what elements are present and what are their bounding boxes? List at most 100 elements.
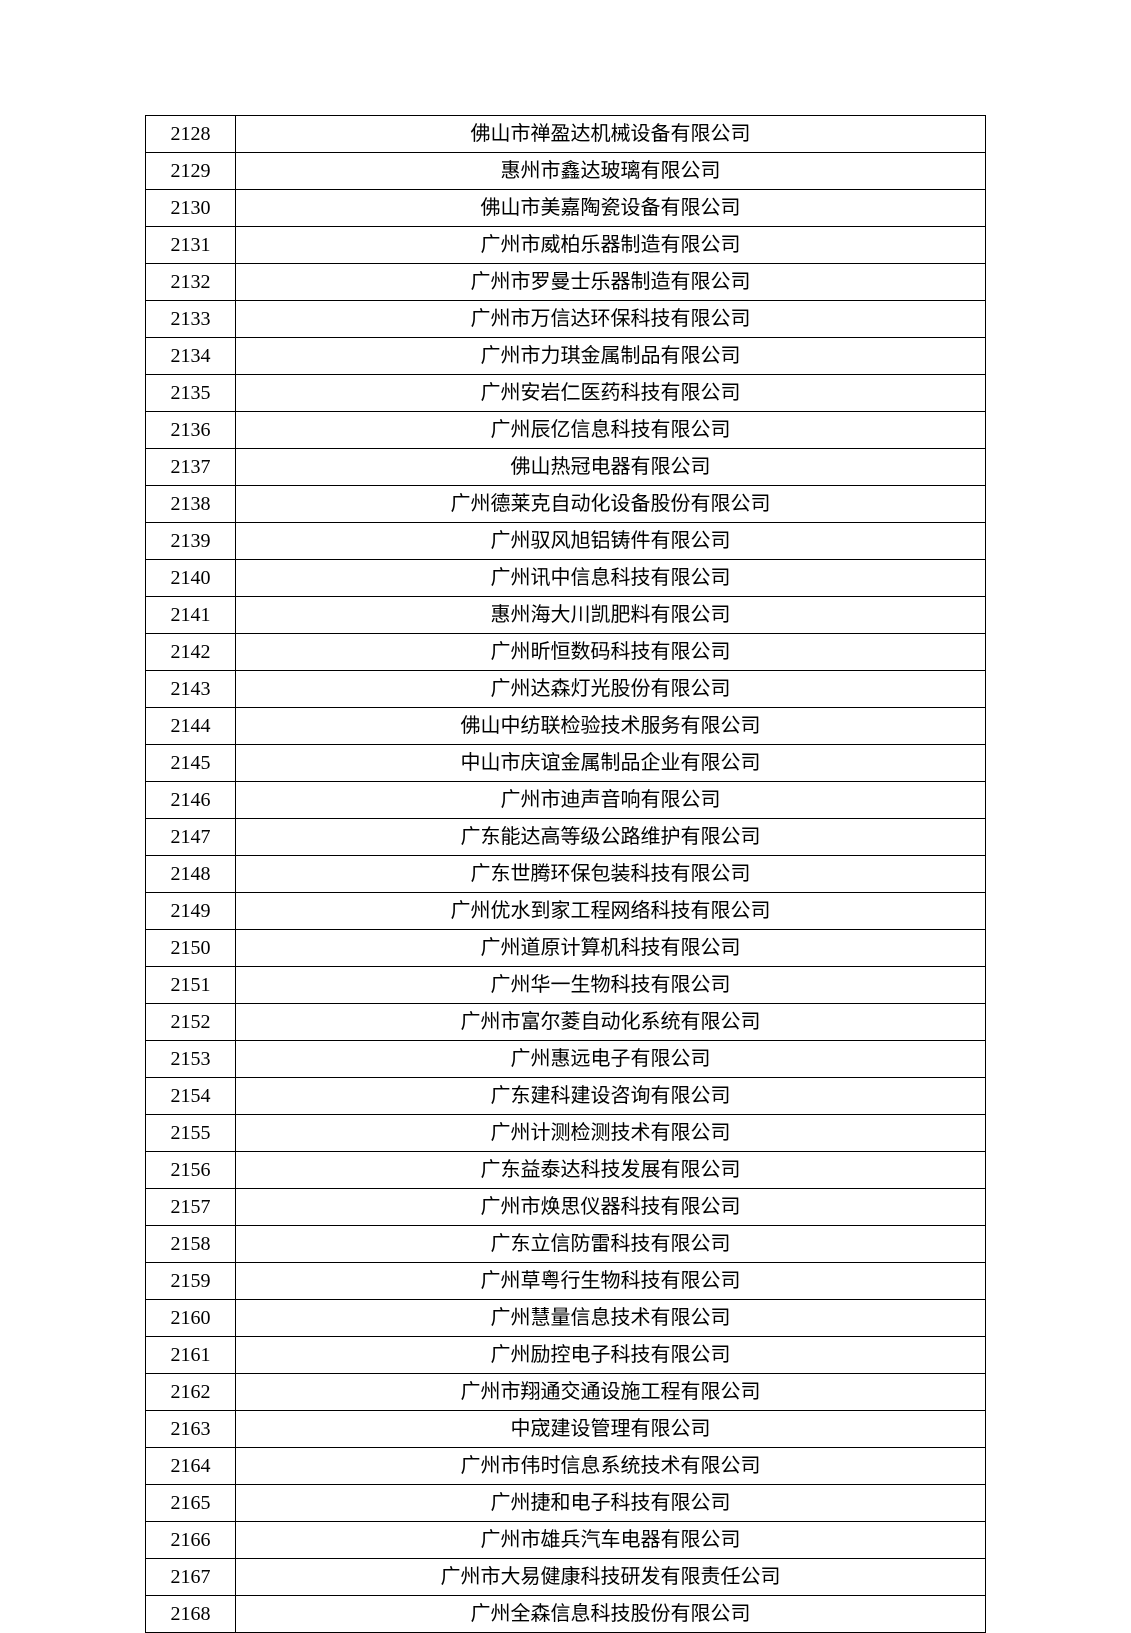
company-name: 广州市雄兵汽车电器有限公司 <box>236 1522 986 1559</box>
company-name: 广州市威柏乐器制造有限公司 <box>236 227 986 264</box>
company-name: 广东立信防雷科技有限公司 <box>236 1226 986 1263</box>
company-name: 广州达森灯光股份有限公司 <box>236 671 986 708</box>
company-name: 广州安岩仁医药科技有限公司 <box>236 375 986 412</box>
company-name: 广州捷和电子科技有限公司 <box>236 1485 986 1522</box>
row-number: 2142 <box>146 634 236 671</box>
table-row: 2143广州达森灯光股份有限公司 <box>146 671 986 708</box>
row-number: 2158 <box>146 1226 236 1263</box>
row-number: 2151 <box>146 967 236 1004</box>
row-number: 2141 <box>146 597 236 634</box>
table-row: 2149广州优水到家工程网络科技有限公司 <box>146 893 986 930</box>
company-name: 广州惠远电子有限公司 <box>236 1041 986 1078</box>
table-row: 2140广州讯中信息科技有限公司 <box>146 560 986 597</box>
table-row: 2167广州市大易健康科技研发有限责任公司 <box>146 1559 986 1596</box>
table-row: 2129惠州市鑫达玻璃有限公司 <box>146 153 986 190</box>
row-number: 2143 <box>146 671 236 708</box>
row-number: 2155 <box>146 1115 236 1152</box>
row-number: 2145 <box>146 745 236 782</box>
row-number: 2146 <box>146 782 236 819</box>
company-name: 惠州市鑫达玻璃有限公司 <box>236 153 986 190</box>
company-table: 2128佛山市禅盈达机械设备有限公司2129惠州市鑫达玻璃有限公司2130佛山市… <box>145 115 986 1633</box>
row-number: 2154 <box>146 1078 236 1115</box>
table-row: 2153广州惠远电子有限公司 <box>146 1041 986 1078</box>
table-row: 2142广州昕恒数码科技有限公司 <box>146 634 986 671</box>
company-name: 广州市翔通交通设施工程有限公司 <box>236 1374 986 1411</box>
table-row: 2145中山市庆谊金属制品企业有限公司 <box>146 745 986 782</box>
company-name: 广州市力琪金属制品有限公司 <box>236 338 986 375</box>
company-name: 佛山市美嘉陶瓷设备有限公司 <box>236 190 986 227</box>
row-number: 2138 <box>146 486 236 523</box>
table-row: 2130佛山市美嘉陶瓷设备有限公司 <box>146 190 986 227</box>
table-row: 2132广州市罗曼士乐器制造有限公司 <box>146 264 986 301</box>
table-row: 2164广州市伟时信息系统技术有限公司 <box>146 1448 986 1485</box>
row-number: 2157 <box>146 1189 236 1226</box>
company-name: 广州市迪声音响有限公司 <box>236 782 986 819</box>
row-number: 2129 <box>146 153 236 190</box>
company-name: 广州草粤行生物科技有限公司 <box>236 1263 986 1300</box>
table-row: 2162广州市翔通交通设施工程有限公司 <box>146 1374 986 1411</box>
company-name: 广州市万信达环保科技有限公司 <box>236 301 986 338</box>
row-number: 2153 <box>146 1041 236 1078</box>
table-row: 2159广州草粤行生物科技有限公司 <box>146 1263 986 1300</box>
row-number: 2149 <box>146 893 236 930</box>
company-name: 广州计测检测技术有限公司 <box>236 1115 986 1152</box>
table-row: 2165广州捷和电子科技有限公司 <box>146 1485 986 1522</box>
company-name: 中山市庆谊金属制品企业有限公司 <box>236 745 986 782</box>
table-row: 2168广州全森信息科技股份有限公司 <box>146 1596 986 1633</box>
company-name: 佛山中纺联检验技术服务有限公司 <box>236 708 986 745</box>
table-row: 2148广东世腾环保包装科技有限公司 <box>146 856 986 893</box>
company-name: 广州优水到家工程网络科技有限公司 <box>236 893 986 930</box>
row-number: 2160 <box>146 1300 236 1337</box>
table-row: 2139广州驭风旭铝铸件有限公司 <box>146 523 986 560</box>
table-row: 2135广州安岩仁医药科技有限公司 <box>146 375 986 412</box>
company-name: 广州华一生物科技有限公司 <box>236 967 986 1004</box>
table-row: 2137佛山热冠电器有限公司 <box>146 449 986 486</box>
row-number: 2156 <box>146 1152 236 1189</box>
table-row: 2157广州市焕思仪器科技有限公司 <box>146 1189 986 1226</box>
company-name: 广州道原计算机科技有限公司 <box>236 930 986 967</box>
row-number: 2165 <box>146 1485 236 1522</box>
row-number: 2168 <box>146 1596 236 1633</box>
company-name: 佛山市禅盈达机械设备有限公司 <box>236 116 986 153</box>
row-number: 2164 <box>146 1448 236 1485</box>
row-number: 2161 <box>146 1337 236 1374</box>
company-name: 广州辰亿信息科技有限公司 <box>236 412 986 449</box>
table-row: 2141惠州海大川凯肥料有限公司 <box>146 597 986 634</box>
table-row: 2136广州辰亿信息科技有限公司 <box>146 412 986 449</box>
table-row: 2161广州励控电子科技有限公司 <box>146 1337 986 1374</box>
table-row: 2151广州华一生物科技有限公司 <box>146 967 986 1004</box>
row-number: 2137 <box>146 449 236 486</box>
company-table-container: 2128佛山市禅盈达机械设备有限公司2129惠州市鑫达玻璃有限公司2130佛山市… <box>145 115 986 1633</box>
row-number: 2136 <box>146 412 236 449</box>
company-name: 广州市焕思仪器科技有限公司 <box>236 1189 986 1226</box>
row-number: 2130 <box>146 190 236 227</box>
row-number: 2135 <box>146 375 236 412</box>
company-name: 广州市大易健康科技研发有限责任公司 <box>236 1559 986 1596</box>
table-row: 2150广州道原计算机科技有限公司 <box>146 930 986 967</box>
table-row: 2152广州市富尔菱自动化系统有限公司 <box>146 1004 986 1041</box>
row-number: 2152 <box>146 1004 236 1041</box>
company-name: 广东益泰达科技发展有限公司 <box>236 1152 986 1189</box>
company-name: 广东能达高等级公路维护有限公司 <box>236 819 986 856</box>
table-row: 2166广州市雄兵汽车电器有限公司 <box>146 1522 986 1559</box>
company-name: 广州昕恒数码科技有限公司 <box>236 634 986 671</box>
table-row: 2138广州德莱克自动化设备股份有限公司 <box>146 486 986 523</box>
company-table-body: 2128佛山市禅盈达机械设备有限公司2129惠州市鑫达玻璃有限公司2130佛山市… <box>146 116 986 1633</box>
company-name: 广州德莱克自动化设备股份有限公司 <box>236 486 986 523</box>
table-row: 2163中宬建设管理有限公司 <box>146 1411 986 1448</box>
table-row: 2160广州慧量信息技术有限公司 <box>146 1300 986 1337</box>
company-name: 广东建科建设咨询有限公司 <box>236 1078 986 1115</box>
row-number: 2134 <box>146 338 236 375</box>
company-name: 广州慧量信息技术有限公司 <box>236 1300 986 1337</box>
table-row: 2156广东益泰达科技发展有限公司 <box>146 1152 986 1189</box>
row-number: 2133 <box>146 301 236 338</box>
table-row: 2128佛山市禅盈达机械设备有限公司 <box>146 116 986 153</box>
table-row: 2158广东立信防雷科技有限公司 <box>146 1226 986 1263</box>
table-row: 2133广州市万信达环保科技有限公司 <box>146 301 986 338</box>
row-number: 2167 <box>146 1559 236 1596</box>
table-row: 2154广东建科建设咨询有限公司 <box>146 1078 986 1115</box>
company-name: 广州市罗曼士乐器制造有限公司 <box>236 264 986 301</box>
row-number: 2162 <box>146 1374 236 1411</box>
row-number: 2150 <box>146 930 236 967</box>
company-name: 广州市富尔菱自动化系统有限公司 <box>236 1004 986 1041</box>
